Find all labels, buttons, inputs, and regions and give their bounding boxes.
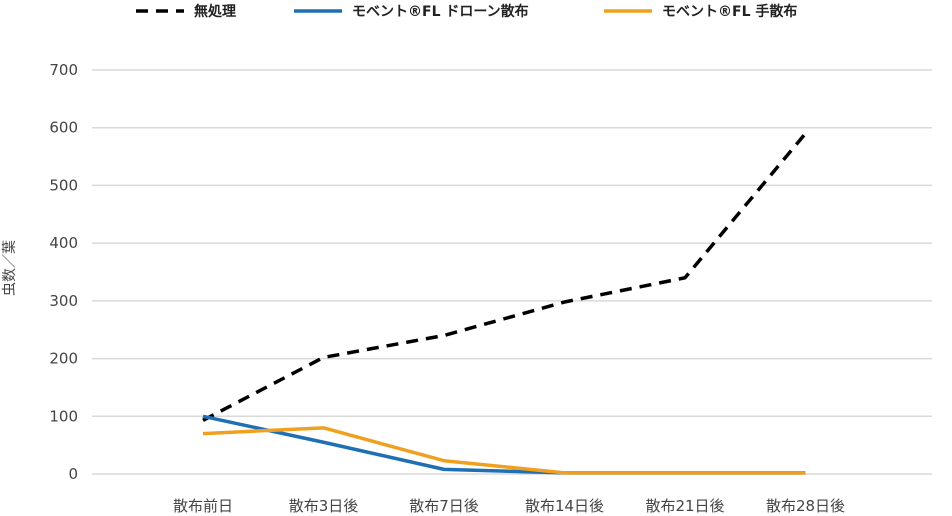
- y-tick-label: 700: [49, 61, 78, 79]
- y-axis-ticks: 0 100 200 300 400 500 600 700: [49, 61, 78, 483]
- legend-label-0: 無処理: [194, 3, 236, 20]
- legend: 無処理 モベント®FL ドローン散布 モベント®FL 手散布: [136, 3, 797, 20]
- grid-lines: [92, 69, 932, 475]
- y-tick-label: 300: [49, 292, 78, 310]
- y-tick-label: 0: [68, 465, 78, 483]
- x-tick-label: 散布3日後: [289, 497, 359, 515]
- y-tick-label: 500: [49, 176, 78, 194]
- y-tick-label: 100: [49, 407, 78, 425]
- x-tick-label: 散布前日: [173, 497, 233, 515]
- series-line-0: [202, 132, 807, 422]
- legend-label-2: モベント®FL 手散布: [662, 3, 797, 20]
- series-lines: [202, 132, 807, 475]
- x-tick-label: 散布21日後: [645, 497, 724, 515]
- series-line-1: [202, 414, 806, 475]
- x-axis-ticks: 散布前日 散布3日後 散布7日後 散布14日後 散布21日後 散布28日後: [173, 497, 845, 515]
- x-tick-label: 散布7日後: [409, 497, 479, 515]
- legend-label-1: モベント®FL ドローン散布: [352, 3, 529, 20]
- y-axis-title: 虫数／葉: [2, 240, 18, 296]
- y-tick-label: 400: [49, 234, 78, 252]
- series-line-2: [202, 426, 806, 475]
- y-tick-label: 200: [49, 350, 78, 368]
- x-tick-label: 散布14日後: [525, 497, 604, 515]
- x-tick-label: 散布28日後: [766, 497, 845, 515]
- y-tick-label: 600: [49, 119, 78, 137]
